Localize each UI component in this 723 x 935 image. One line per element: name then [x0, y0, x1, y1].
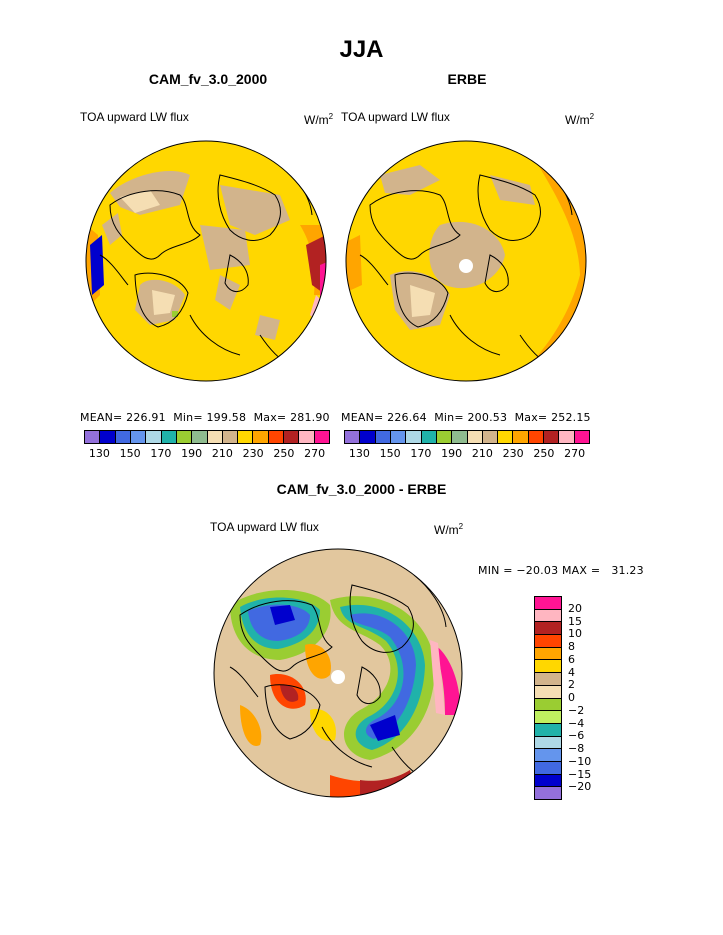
colorbar-tick-label: 2: [568, 678, 575, 692]
colorbar-tick-label: −20: [568, 780, 592, 794]
colorbar-tick-label: 270: [304, 447, 326, 460]
colorbar-tick-label: 8: [568, 640, 575, 653]
colorbar-swatch: [146, 431, 162, 443]
colorbar-swatch: [360, 431, 376, 443]
colorbar-tick-label: 190: [181, 447, 203, 460]
difference-minmax: MIN = −20.03 MAX = 31.23: [478, 564, 644, 577]
colorbar-tick-label: −4: [568, 716, 585, 730]
panel-obs-colorbar: [344, 430, 590, 444]
colorbar-swatch: [375, 431, 391, 443]
colorbar-swatch: [574, 431, 589, 443]
colorbar-swatch: [238, 431, 254, 443]
colorbar-tick-label: 150: [379, 447, 401, 460]
colorbar-swatch: [436, 431, 453, 443]
colorbar-swatch: [467, 431, 483, 443]
colorbar-swatch: [535, 774, 561, 788]
colorbar-swatch: [192, 431, 208, 443]
colorbar-swatch: [421, 431, 437, 443]
colorbar-swatch: [299, 431, 315, 443]
colorbar-tick-label: 10: [568, 627, 582, 641]
colorbar-tick-label: 170: [150, 447, 172, 460]
panel-model-title: CAM_fv_3.0_2000: [148, 71, 268, 87]
colorbar-swatch: [559, 431, 575, 443]
colorbar-swatch: [207, 431, 223, 443]
colorbar-tick-label: −10: [568, 754, 592, 768]
colorbar-swatch: [535, 635, 561, 648]
colorbar-tick-label: 15: [568, 614, 582, 628]
colorbar-swatch: [535, 723, 561, 737]
panel-obs-stats: MEAN= 226.64 Min= 200.53 Max= 252.15: [341, 411, 591, 424]
colorbar-swatch: [390, 431, 407, 443]
colorbar-swatch: [535, 609, 561, 623]
difference-unit-label: W/m2: [434, 522, 464, 537]
colorbar-tick-label: 270: [564, 447, 586, 460]
colorbar-swatch: [535, 622, 561, 636]
colorbar-swatch: [535, 761, 561, 775]
colorbar-tick-label: 250: [273, 447, 295, 460]
panel-model-colorbar: [84, 430, 330, 444]
colorbar-tick-label: 230: [502, 447, 524, 460]
colorbar-swatch: [535, 685, 561, 699]
colorbar-tick-label: 190: [441, 447, 463, 460]
colorbar-tick-label: 250: [533, 447, 555, 460]
panel-obs-polar-map: [345, 140, 587, 382]
colorbar-swatch: [544, 431, 560, 443]
colorbar-tick-label: −8: [568, 742, 585, 755]
colorbar-tick-label: 170: [410, 447, 432, 460]
colorbar-swatch: [222, 431, 239, 443]
colorbar-swatch: [161, 431, 177, 443]
panel-model-unit-label: W/m2: [304, 112, 334, 127]
colorbar-swatch: [535, 698, 561, 712]
colorbar-swatch: [498, 431, 514, 443]
colorbar-tick-label: 210: [211, 447, 233, 460]
colorbar-tick-label: −15: [568, 767, 592, 781]
panel-obs-unit-label: W/m2: [565, 112, 595, 127]
colorbar-swatch: [115, 431, 131, 443]
colorbar-swatch: [535, 749, 561, 762]
colorbar-swatch: [535, 736, 561, 750]
colorbar-swatch: [535, 647, 561, 661]
colorbar-swatch: [528, 431, 545, 443]
colorbar-swatch: [85, 431, 101, 443]
panel-model-polar-map: [85, 140, 327, 382]
colorbar-tick-label: 20: [568, 601, 582, 615]
colorbar-tick-label: 130: [348, 447, 370, 460]
colorbar-swatch: [452, 431, 468, 443]
colorbar-swatch: [535, 787, 561, 799]
colorbar-swatch: [253, 431, 269, 443]
colorbar-swatch: [535, 597, 561, 610]
difference-colorbar-ticks: 20 15 10 8 6 4 2 0 −2 −4 −6 −8 −10 −15 −20: [568, 596, 608, 800]
colorbar-swatch: [406, 431, 422, 443]
colorbar-tick-label: 210: [471, 447, 493, 460]
colorbar-swatch: [535, 673, 561, 686]
page-title: JJA: [339, 36, 384, 63]
colorbar-swatch: [535, 660, 561, 674]
colorbar-tick-label: 6: [568, 652, 575, 666]
panel-obs-title: ERBE: [447, 71, 487, 87]
difference-colorbar: [534, 596, 562, 800]
panel-model-variable-label: TOA upward LW flux: [80, 110, 189, 124]
colorbar-swatch: [535, 711, 561, 724]
colorbar-swatch: [176, 431, 193, 443]
panel-obs-variable-label: TOA upward LW flux: [341, 110, 450, 124]
colorbar-tick-label: 150: [119, 447, 141, 460]
panel-model-stats: MEAN= 226.91 Min= 199.58 Max= 281.90: [80, 411, 330, 424]
colorbar-tick-label: 130: [88, 447, 110, 460]
difference-title: CAM_fv_3.0_2000 - ERBE: [276, 481, 447, 497]
colorbar-swatch: [482, 431, 499, 443]
colorbar-swatch: [284, 431, 300, 443]
colorbar-swatch: [513, 431, 529, 443]
colorbar-swatch: [100, 431, 116, 443]
colorbar-swatch: [268, 431, 285, 443]
difference-variable-label: TOA upward LW flux: [210, 520, 319, 534]
colorbar-tick-label: 4: [568, 665, 575, 679]
colorbar-tick-label: −6: [568, 729, 585, 743]
colorbar-swatch: [130, 431, 147, 443]
colorbar-tick-label: −2: [568, 703, 585, 717]
colorbar-tick-label: 230: [242, 447, 264, 460]
colorbar-tick-label: 0: [568, 691, 575, 704]
colorbar-swatch: [314, 431, 329, 443]
colorbar-swatch: [345, 431, 361, 443]
difference-polar-map: [213, 548, 463, 798]
